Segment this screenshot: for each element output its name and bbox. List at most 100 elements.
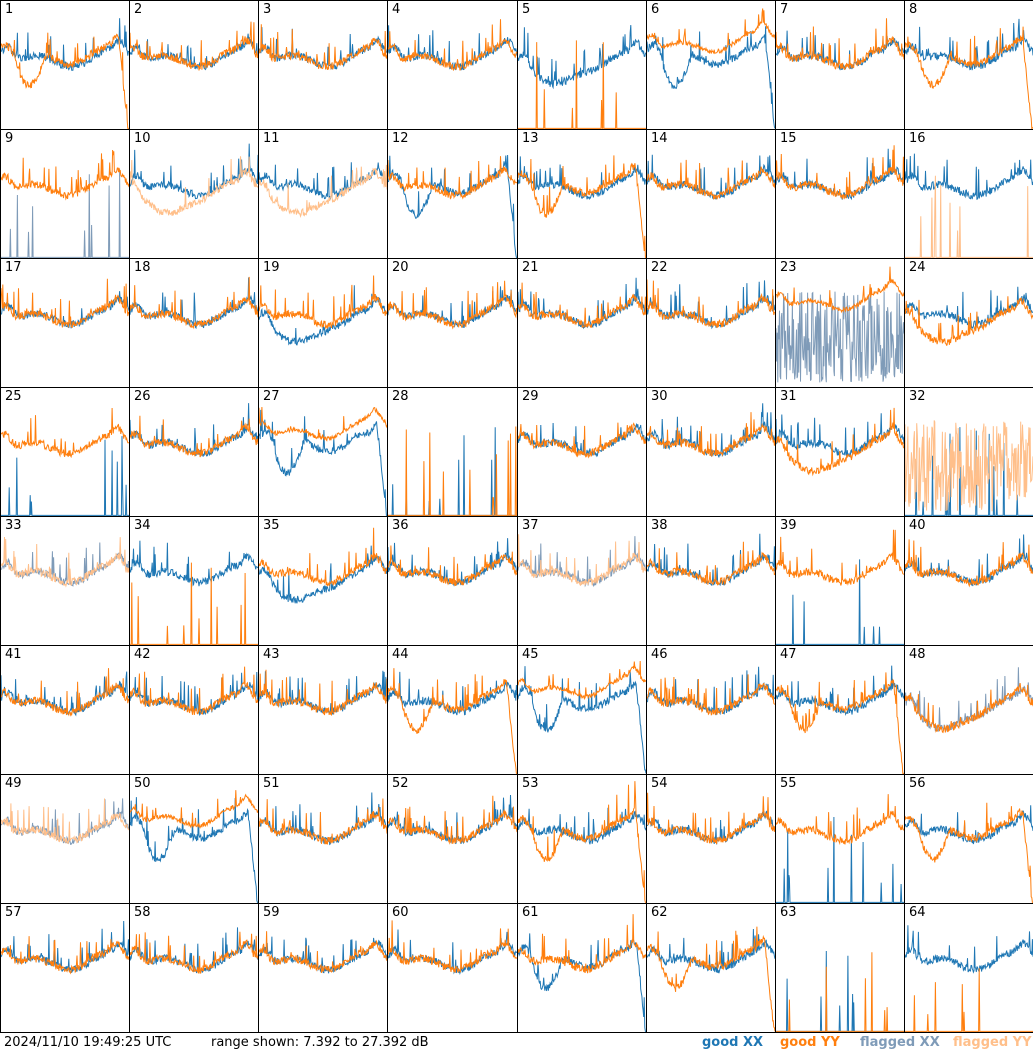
antenna-panel: 30 <box>646 387 776 517</box>
antenna-panel: 44 <box>387 645 518 775</box>
panel-plot <box>259 406 387 516</box>
antenna-panel: 18 <box>129 258 259 388</box>
panel-label: 62 <box>651 905 668 920</box>
panel-plot <box>776 18 904 71</box>
series-line-yy <box>259 527 387 587</box>
antenna-panel: 33 <box>0 516 130 646</box>
panel-label: 40 <box>909 518 926 533</box>
series-line-xx <box>647 533 775 587</box>
series-line-xx <box>388 25 517 71</box>
panel-label: 19 <box>263 260 280 275</box>
antenna-panel: 36 <box>387 516 518 646</box>
series-line-yy <box>518 155 646 258</box>
series-line-yy <box>259 24 387 71</box>
series-line-xx <box>259 545 387 604</box>
antenna-panel: 31 <box>775 387 905 517</box>
antenna-panel: 47 <box>775 645 905 775</box>
panel-label: 48 <box>909 647 926 662</box>
panel-label: 61 <box>522 905 539 920</box>
panel-label: 31 <box>780 389 797 404</box>
series-line-yy <box>259 164 387 218</box>
panel-label: 53 <box>522 776 539 791</box>
antenna-panel: 37 <box>517 516 647 646</box>
series-line-yy <box>1 278 129 328</box>
panel-plot <box>905 153 1033 258</box>
panel-plot <box>388 426 517 516</box>
antenna-panel: 19 <box>258 258 388 388</box>
antenna-panel: 40 <box>904 516 1033 646</box>
antenna-panel: 49 <box>0 774 130 904</box>
panel-plot <box>776 950 904 1032</box>
legend-flagged-xx: flagged XX <box>860 1035 940 1050</box>
series-line-yy <box>905 175 1033 258</box>
panel-label: 21 <box>522 260 539 275</box>
panel-plot <box>905 534 1033 588</box>
series-line-xx <box>388 154 517 258</box>
series-line-yy <box>388 156 517 200</box>
panel-plot <box>1 798 129 845</box>
antenna-panel: 60 <box>387 903 518 1033</box>
antenna-panel: 21 <box>517 258 647 388</box>
panel-label: 12 <box>392 131 409 146</box>
panel-label: 49 <box>5 776 22 791</box>
panel-label: 10 <box>134 131 151 146</box>
panel-label: 22 <box>651 260 668 275</box>
panel-plot <box>130 666 258 716</box>
series-line-xx <box>518 277 646 330</box>
series-line-xx <box>518 933 646 1032</box>
series-line-xx <box>905 925 1033 974</box>
panel-label: 29 <box>522 389 539 404</box>
panel-label: 27 <box>263 389 280 404</box>
series-line-yy <box>905 26 1033 129</box>
antenna-panel: 39 <box>775 516 905 646</box>
series-line-xx <box>776 559 904 645</box>
series-line-xx <box>647 26 775 129</box>
series-line-yy <box>647 279 775 329</box>
antenna-panel: 32 <box>904 387 1033 517</box>
panel-plot <box>130 143 258 216</box>
series-line-xx <box>1 436 129 516</box>
panel-label: 24 <box>909 260 926 275</box>
panel-plot <box>647 666 775 716</box>
antenna-panel: 50 <box>129 774 259 904</box>
panel-plot <box>518 422 646 459</box>
series-line-yy <box>259 669 387 716</box>
antenna-panel: 62 <box>646 903 776 1033</box>
panel-label: 59 <box>263 905 280 920</box>
panel-plot <box>776 794 904 903</box>
panel-plot <box>259 275 387 346</box>
panel-label: 35 <box>263 518 280 533</box>
panel-plot <box>518 660 646 774</box>
series-line-xx <box>130 277 258 330</box>
range-text: range shown: 7.392 to 27.392 dB <box>211 1035 429 1050</box>
panel-label: 20 <box>392 260 409 275</box>
antenna-panel: 7 <box>775 0 905 130</box>
series-line-xx <box>905 427 1033 516</box>
panel-plot <box>259 669 387 716</box>
series-line-yy <box>905 420 1033 512</box>
series-line-yy <box>259 931 387 973</box>
panel-plot <box>518 155 646 258</box>
panel-label: 37 <box>522 518 539 533</box>
series-line-yy <box>1 149 129 201</box>
antenna-panel: 11 <box>258 129 388 259</box>
series-line-yy <box>905 296 1033 346</box>
panel-label: 17 <box>5 260 22 275</box>
series-line-xx <box>130 540 258 587</box>
panel-plot <box>776 665 904 774</box>
panel-label: 47 <box>780 647 797 662</box>
antenna-panel: 12 <box>387 129 518 259</box>
panel-label: 36 <box>392 518 409 533</box>
series-line-yy <box>647 674 775 716</box>
series-line-yy <box>388 426 517 516</box>
panel-label: 28 <box>392 389 409 404</box>
panel-label: 56 <box>909 776 926 791</box>
panel-plot <box>388 538 517 587</box>
panel-label: 18 <box>134 260 151 275</box>
panel-plot <box>647 533 775 587</box>
antenna-panel: 10 <box>129 129 259 259</box>
antenna-panel: 25 <box>0 387 130 517</box>
antenna-panel: 24 <box>904 258 1033 388</box>
panel-plot <box>259 527 387 604</box>
series-line-yy <box>647 412 775 457</box>
